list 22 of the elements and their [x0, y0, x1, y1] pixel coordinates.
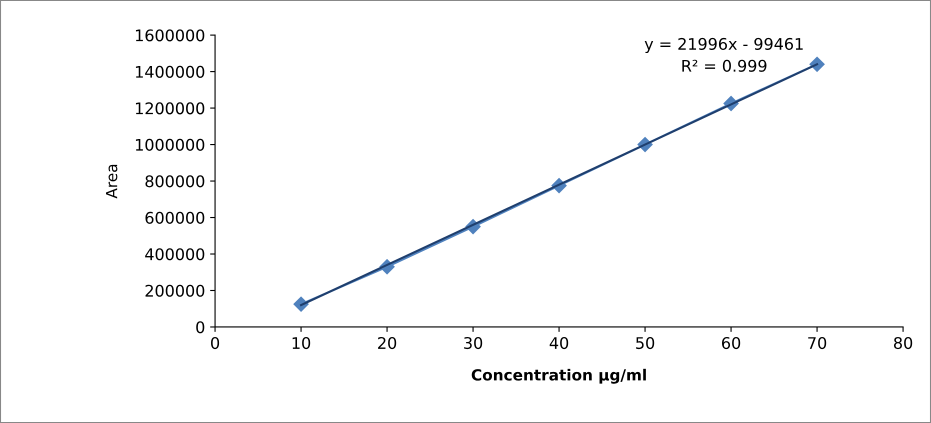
y-tick-label: 200000 — [146, 284, 204, 297]
y-axis-title: Area — [106, 164, 118, 198]
y-tick-label: 0 — [196, 321, 204, 334]
x-tick-label: 10 — [292, 336, 310, 350]
y-tick-label: 600000 — [145, 212, 204, 224]
x-tick-label: 0 — [211, 336, 220, 350]
x-tick-label: 80 — [894, 336, 912, 350]
y-tick-label: 1600000 — [136, 29, 204, 42]
y-tick-label: 400000 — [145, 248, 204, 260]
y-tick-label: 1400000 — [136, 66, 204, 78]
y-tick-label: 1000000 — [136, 138, 204, 151]
x-tick-label: 50 — [636, 336, 654, 350]
x-tick-label: 60 — [722, 336, 740, 350]
x-tick-label: 20 — [378, 336, 396, 350]
x-tick-label: 40 — [550, 336, 568, 350]
annotation: y = 21996x - 99461 — [644, 38, 803, 54]
y-tick-label: 1200000 — [136, 102, 204, 114]
y-tick-label: 800000 — [145, 175, 204, 188]
x-tick-label: 30 — [464, 336, 482, 350]
x-tick-label: 70 — [808, 336, 826, 350]
x-axis-title: Concentration µg/ml — [472, 368, 646, 384]
annotation: R² = 0.999 — [682, 60, 766, 72]
